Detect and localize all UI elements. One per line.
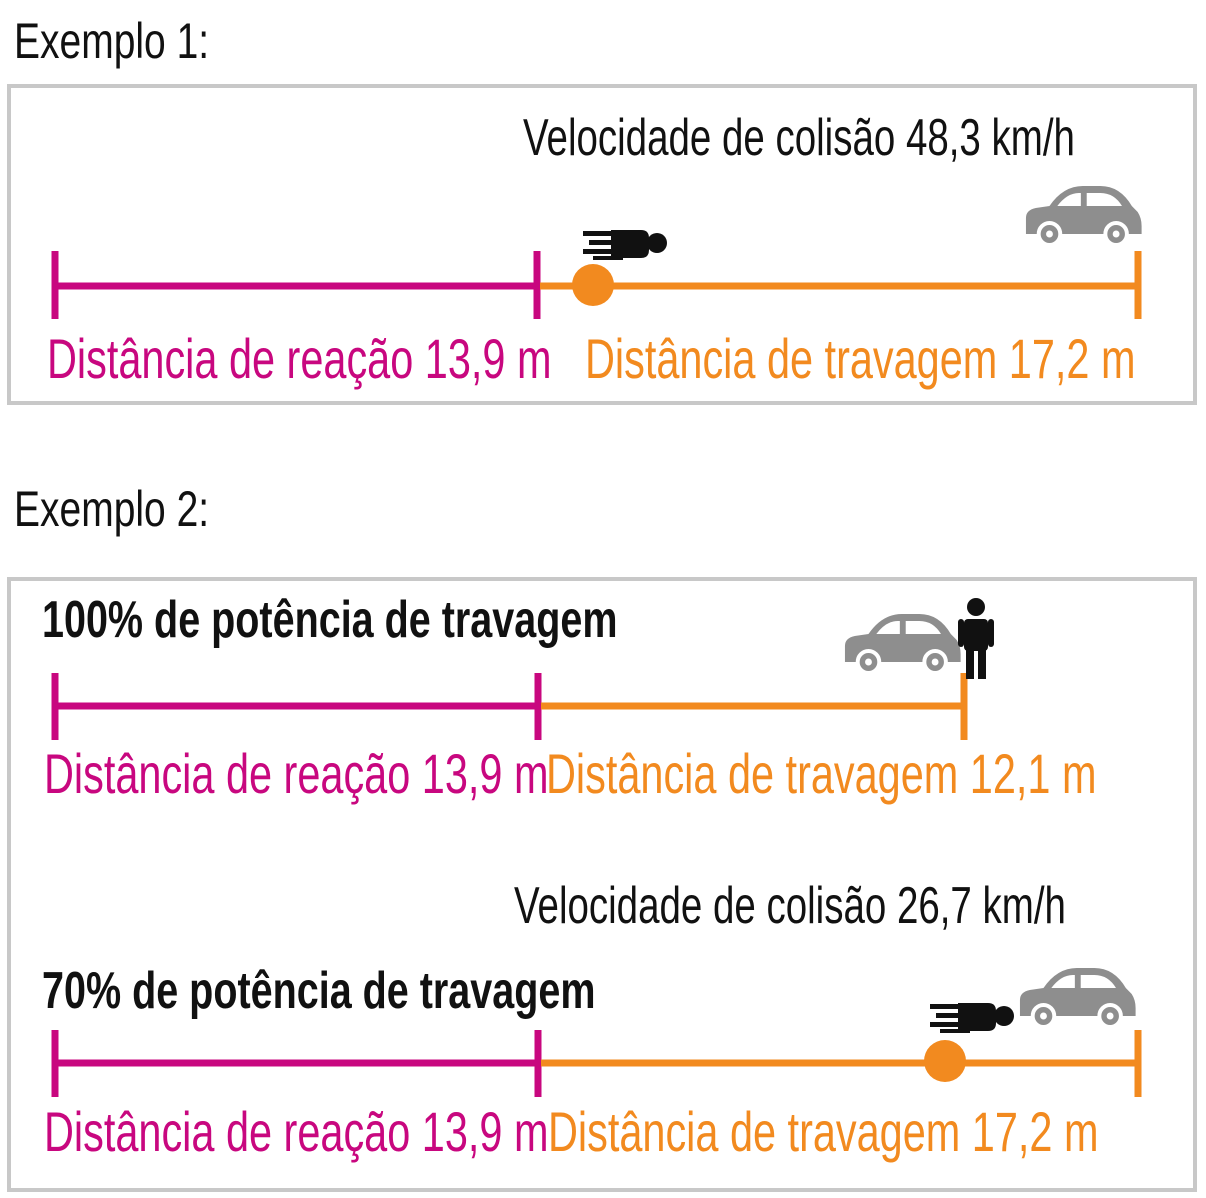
braking-power-label: 100% de potência de travagem [42, 591, 618, 649]
example-2-full-distance-bar [51, 673, 968, 740]
example-1-heading: Exemplo 1: [14, 13, 210, 69]
example-2-panel [7, 577, 1197, 1192]
braking-distance-label: Distância de travagem 17,2 m [585, 327, 1136, 390]
car-icon [842, 612, 963, 675]
braking-distance-label: Distância de travagem 17,2 m [548, 1100, 1099, 1163]
braking-distance-label: Distância de travagem 12,1 m [546, 742, 1097, 805]
collision-speed-label: Velocidade de colisão 26,7 km/h [514, 877, 1066, 935]
impact-point-icon [572, 264, 614, 306]
example-1-panel [7, 84, 1197, 405]
reaction-distance-label: Distância de reação 13,9 m [47, 327, 552, 390]
pedestrian-hit-icon [930, 1003, 1014, 1033]
reaction-distance-label: Distância de reação 13,9 m [44, 1100, 549, 1163]
car-icon [1023, 184, 1144, 247]
pedestrian-hit-icon [583, 230, 667, 260]
braking-power-label: 70% de potência de travagem [42, 962, 596, 1020]
impact-point-icon [924, 1040, 966, 1082]
example-2-heading: Exemplo 2: [14, 481, 210, 537]
car-icon [1017, 966, 1138, 1029]
reaction-distance-label: Distância de reação 13,9 m [44, 742, 549, 805]
collision-speed-label: Velocidade de colisão 48,3 km/h [523, 109, 1075, 167]
pedestrian-standing-icon [958, 598, 994, 679]
example-1-distance-bar [51, 251, 1142, 319]
example-2-reduced-distance-bar [51, 1030, 1142, 1097]
